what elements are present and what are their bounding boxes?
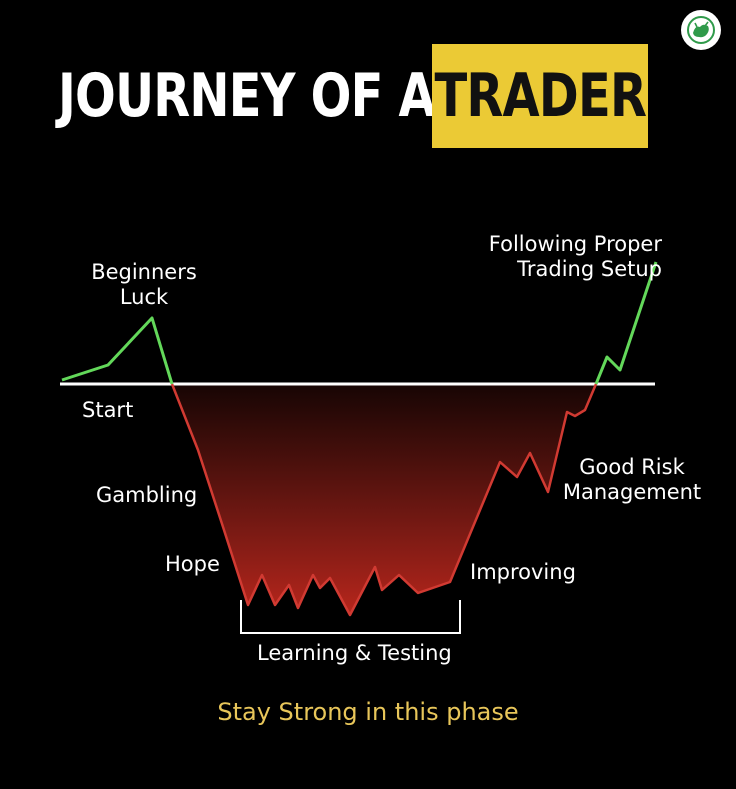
label-start: Start [82, 398, 134, 422]
label-learning-testing: Learning & Testing [257, 641, 452, 665]
final-rise-line [594, 261, 658, 385]
title-highlight-text: TRADER [434, 61, 646, 131]
bull-bear-logo-icon [681, 10, 721, 50]
title-highlight-box: TRADER [432, 44, 648, 148]
title-main-text: JOURNEY OF A [58, 61, 436, 131]
label-following-setup: Following Proper Trading Setup [488, 232, 662, 282]
footer-message: Stay Strong in this phase [217, 698, 519, 726]
fall-line [170, 383, 598, 617]
label-good-risk-management: Good Risk Management [562, 455, 702, 505]
label-beginners-luck: Beginners Luck [91, 260, 197, 310]
label-hope: Hope [165, 552, 220, 576]
beginners-rise-line [61, 316, 174, 385]
page-title: JOURNEY OF A TRADER [58, 44, 648, 148]
valley-fill [172, 384, 596, 615]
label-gambling: Gambling [96, 483, 198, 507]
learning-bracket [240, 600, 461, 634]
label-improving: Improving [470, 560, 576, 584]
